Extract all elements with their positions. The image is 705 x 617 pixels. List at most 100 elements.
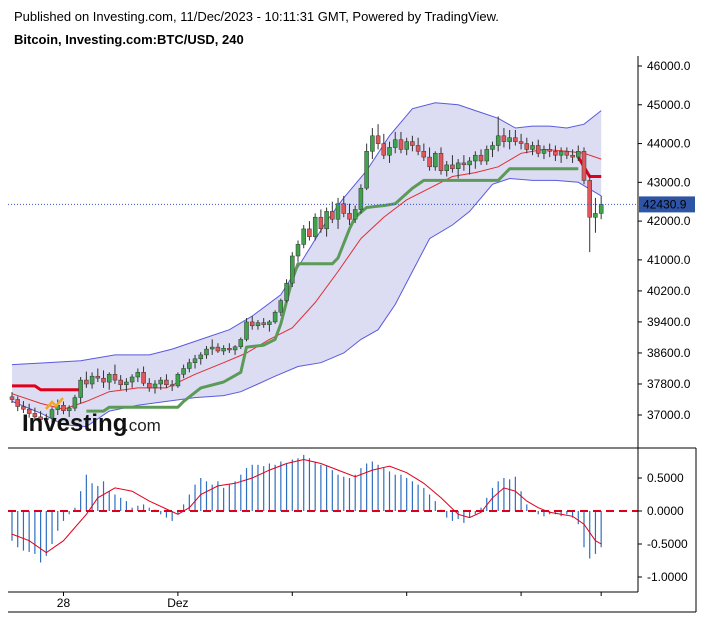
candle [570,149,575,163]
candle [284,279,289,303]
candle-body [61,405,66,411]
candle [164,374,169,388]
candle-body [484,149,490,162]
candle [187,358,192,373]
candle-body [433,153,438,168]
price-tick-label: 37800.0 [647,377,691,391]
candle [375,124,381,150]
candle [398,131,404,154]
candle-body [427,156,432,168]
candle-body [461,162,467,166]
candle [129,374,135,388]
candle [215,343,221,353]
candle-body [381,143,387,156]
candle-body [341,203,347,214]
candle-body [158,379,163,385]
candle-body [518,141,524,144]
candle-body [272,311,278,323]
candle-body [129,376,135,383]
candle [244,318,249,342]
candle-body [135,372,141,378]
candle [89,372,95,389]
candle [467,157,472,175]
candle [347,203,352,225]
bollinger-middle-line [11,148,602,410]
candle-body [467,160,472,166]
candle [44,413,49,424]
price-tick-label: 44000.0 [647,137,691,151]
candle-body [410,141,415,146]
candle [61,401,66,415]
candle-body [89,375,95,385]
candle-body [238,339,244,348]
candle [124,378,129,392]
candle [455,159,461,179]
candle-body [95,375,101,379]
candle [324,207,329,237]
candle-body [181,368,186,375]
candle [307,221,312,241]
candle [158,376,163,390]
last-price-label: 42430.9 [643,197,687,211]
candle-body [101,377,106,383]
candle [181,364,186,379]
candle-body [112,374,118,381]
candle [272,310,278,324]
candle [26,403,32,418]
candle [415,137,421,156]
candle [204,345,209,359]
candle-body [261,322,266,325]
candle-body [192,358,198,363]
candle-body [198,354,204,360]
candle [530,141,535,156]
price-tick-label: 42000.0 [647,214,691,228]
time-tick-label: Dez [167,596,188,610]
candle [524,137,530,154]
candle [330,201,335,224]
candle-body [9,396,15,400]
published-caption: Published on Investing.com, 11/Dec/2023 … [14,9,499,24]
candle-body [370,135,375,152]
candle [295,240,301,262]
candle-body [187,362,192,369]
candle-body [576,151,581,158]
candle-body [450,164,455,170]
candle-body [530,145,535,150]
candle [101,370,106,388]
candle [312,213,318,241]
candle-body [570,154,575,158]
candle-body [444,164,449,171]
candle-body [387,147,392,156]
candle-body [455,162,461,169]
macd-tick-label: 0.5000 [647,471,684,485]
candle-body [169,384,175,387]
candle-body [535,145,541,154]
candle-body [598,204,604,214]
price-tick-label: 46000.0 [647,59,691,73]
candle [541,145,547,160]
candle [221,345,226,355]
candle [112,364,118,384]
supertrend-line-down [12,384,81,392]
candle-body [290,255,295,284]
logo-text: Investing [22,410,127,437]
candle [501,128,507,148]
candle [238,337,244,350]
price-tick-label: 41000.0 [647,253,691,267]
candle-body [204,348,209,356]
candle [38,411,43,423]
candle [32,407,38,421]
candle [404,137,409,156]
price-tick-label: 38600.0 [647,346,691,360]
candle-body [364,151,369,189]
candle [21,401,26,414]
candle-body [244,321,249,340]
candle [410,135,415,152]
candle-body [307,228,312,237]
candle-body [398,139,404,150]
candle-body [106,374,112,383]
logo-swoosh-icon [45,397,64,410]
candle [169,380,175,391]
candle [15,396,20,412]
